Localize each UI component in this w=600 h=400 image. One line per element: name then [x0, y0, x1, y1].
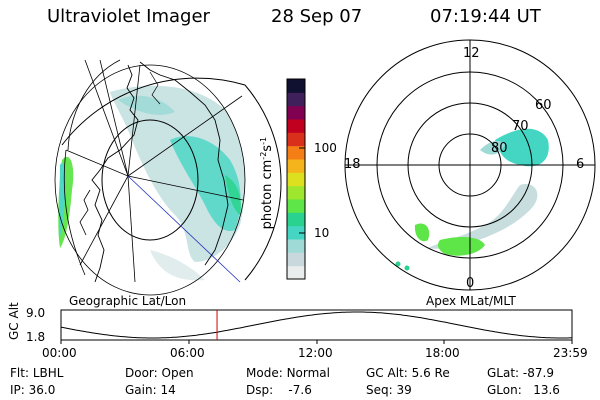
info-glon: GLon: 13.6 — [487, 383, 560, 397]
colorbar-band — [287, 185, 305, 200]
mlt-label-6: 6 — [576, 157, 585, 172]
altitude-ylabel: GC Alt — [7, 302, 21, 340]
altitude-ytick-low: 1.8 — [26, 330, 46, 344]
mlat-label-70: 70 — [512, 119, 529, 134]
mlat-label-80: 80 — [491, 141, 508, 156]
info-flt: Flt: LBHL — [10, 366, 64, 380]
colorbar-band — [287, 79, 305, 93]
colorbar-unit-label: photon cm-2s-1 — [258, 136, 276, 230]
polar-mlat-mlt-map — [344, 39, 596, 291]
colorbar — [286, 78, 306, 280]
info-gc-alt: GC Alt: 5.6 Re — [366, 366, 450, 380]
colorbar-band — [287, 265, 305, 280]
info-gain: Gain: 14 — [125, 383, 176, 397]
geographic-caption: Geographic Lat/Lon — [69, 294, 187, 308]
colorbar-tick-100: 100 — [314, 141, 337, 155]
altitude-xtick-2359: 23:59 — [553, 346, 588, 360]
apex-caption: Apex MLat/MLT — [426, 294, 516, 308]
mlt-label-12: 12 — [463, 46, 480, 61]
colorbar-band — [287, 199, 305, 213]
info-door: Door: Open — [125, 366, 194, 380]
altitude-xtick-1200: 12:00 — [298, 346, 333, 360]
colorbar-band — [287, 92, 305, 107]
colorbar-band — [287, 119, 305, 133]
altitude-plot — [60, 309, 573, 344]
colorbar-tick-10: 10 — [314, 226, 330, 240]
colorbar-band — [287, 145, 305, 160]
colorbar-band — [287, 132, 305, 147]
instrument-title: Ultraviolet Imager — [47, 6, 210, 27]
observation-time: 07:19:44 UT — [430, 6, 541, 27]
colorbar-band — [287, 252, 305, 267]
mlat-label-60: 60 — [535, 98, 552, 113]
info-dsp: Dsp: -7.6 — [246, 383, 312, 397]
colorbar-band — [287, 172, 305, 187]
colorbar-band — [287, 159, 305, 173]
observation-date: 28 Sep 07 — [271, 6, 363, 27]
info-mode: Mode: Normal — [246, 366, 330, 380]
colorbar-band — [287, 105, 305, 120]
mlt-label-18: 18 — [344, 157, 361, 172]
aurora-emission-left — [58, 85, 245, 281]
info-seq: Seq: 39 — [366, 383, 412, 397]
geographic-map — [54, 59, 282, 296]
mlt-label-0: 0 — [466, 276, 475, 291]
info-ip: IP: 36.0 — [10, 383, 56, 397]
altitude-ytick-high: 9.0 — [26, 306, 46, 320]
altitude-xtick-1800: 18:00 — [425, 346, 460, 360]
colorbar-band — [287, 225, 305, 240]
info-glat: GLat: -87.9 — [487, 366, 554, 380]
colorbar-band — [287, 212, 305, 227]
altitude-xtick-0600: 06:00 — [170, 346, 205, 360]
colorbar-band — [287, 239, 305, 253]
altitude-xtick-0000: 00:00 — [42, 346, 77, 360]
